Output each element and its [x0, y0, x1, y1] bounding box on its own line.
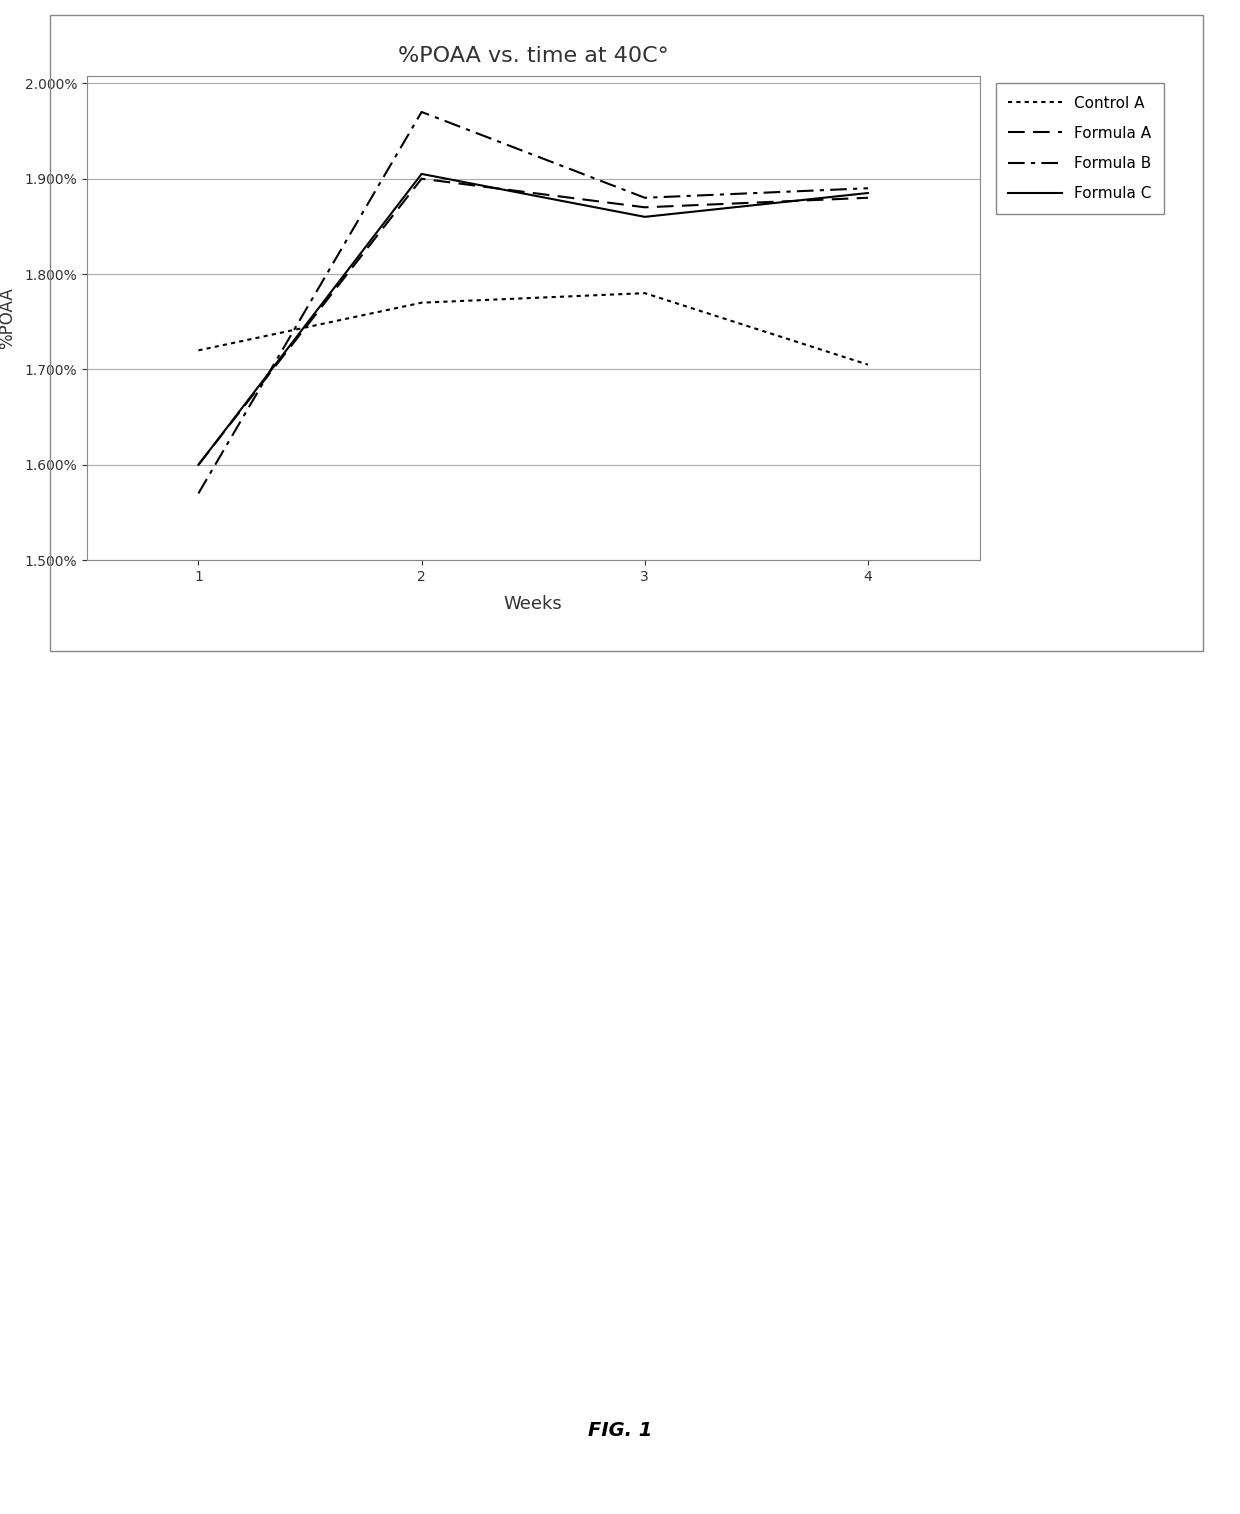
Control A	[191, 341, 206, 359]
Formula C	[414, 165, 429, 183]
Formula A	[637, 198, 652, 217]
Control A	[414, 294, 429, 312]
Title: %POAA vs. time at 40C°: %POAA vs. time at 40C°	[398, 45, 668, 65]
Formula B	[861, 179, 875, 197]
Formula A	[191, 456, 206, 474]
Text: FIG. 1: FIG. 1	[588, 1422, 652, 1440]
Y-axis label: %POAA: %POAA	[0, 288, 16, 348]
Control A	[637, 285, 652, 303]
Formula C	[191, 456, 206, 474]
Formula A	[414, 170, 429, 188]
Line: Control A: Control A	[198, 294, 868, 365]
X-axis label: Weeks: Weeks	[503, 595, 563, 613]
Formula C	[637, 207, 652, 226]
Formula B	[191, 484, 206, 503]
Control A	[861, 356, 875, 374]
Formula A	[861, 189, 875, 207]
Formula B	[414, 103, 429, 121]
Legend: Control A, Formula A, Formula B, Formula C: Control A, Formula A, Formula B, Formula…	[996, 83, 1163, 213]
Line: Formula B: Formula B	[198, 112, 868, 494]
Formula B	[637, 189, 652, 207]
Line: Formula A: Formula A	[198, 179, 868, 465]
Line: Formula C: Formula C	[198, 174, 868, 465]
Formula C	[861, 183, 875, 201]
